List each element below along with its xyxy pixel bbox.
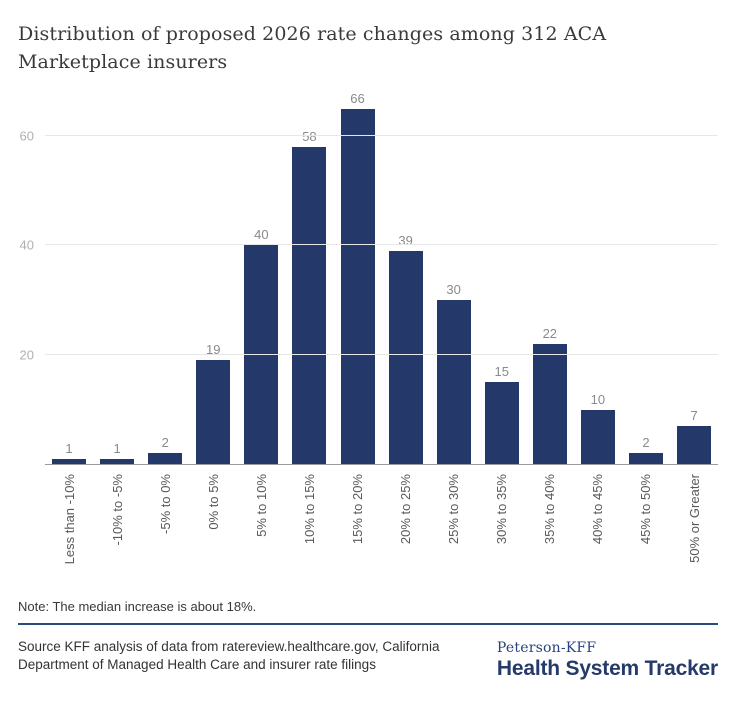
bar	[100, 458, 135, 465]
x-axis-tick-label: 45% to 50%	[638, 474, 654, 545]
bar	[388, 250, 423, 465]
bar-chart: 1 1 2 19 40 58 66 39 30 15 22 10 2 7 20 40 60 Less than…	[0, 92, 736, 587]
bar	[340, 109, 375, 465]
x-axis-tick-label: -10% to -5%	[109, 474, 125, 546]
x-tick: 15% to 20%	[333, 465, 381, 587]
x-axis-tick-label: Less than -10%	[61, 474, 77, 565]
brand-health-system-tracker: Health System Tracker	[496, 657, 718, 681]
x-tick: 5% to 10%	[237, 465, 285, 587]
bars-row: 1 1 2 19 40 58 66 39 30 15 22 10 2 7	[45, 91, 718, 465]
x-axis-tick-label: 35% to 40%	[542, 474, 558, 545]
bar-group: 7	[670, 92, 718, 465]
x-axis-tick-label: 40% to 45%	[590, 474, 606, 545]
bar	[52, 458, 87, 465]
bar-value-label: 66	[350, 91, 365, 107]
brand-peterson-kff: Peterson-KFF	[496, 640, 597, 657]
x-axis-tick-label: 25% to 30%	[446, 474, 462, 545]
bar-group: 2	[141, 92, 189, 465]
x-tick: 45% to 50%	[622, 465, 670, 587]
divider-line	[18, 623, 718, 626]
bar-value-label: 1	[113, 440, 121, 456]
y-axis-tick-label: 40	[19, 237, 34, 253]
x-tick: -10% to -5%	[93, 465, 141, 587]
brand-logo: Peterson-KFF Health System Tracker	[497, 638, 718, 681]
bar-value-label: 2	[161, 435, 169, 451]
x-axis-tick-label: 15% to 20%	[350, 474, 365, 545]
plot-area: 1 1 2 19 40 58 66 39 30 15 22 10 2 7 20 40 60	[20, 91, 718, 466]
x-tick: 30% to 35%	[478, 465, 526, 587]
x-tick: Less than -10%	[45, 465, 93, 587]
x-axis-tick-label: 0% to 5%	[205, 474, 221, 530]
bar-group: 1	[45, 92, 93, 465]
x-tick: 50% or Greater	[670, 465, 718, 587]
x-axis-tick-label: 20% to 25%	[398, 474, 414, 545]
y-axis-tick-label: 60	[19, 128, 34, 144]
chart-note: Note: The median increase is about 18%.	[18, 599, 257, 615]
x-tick: 35% to 40%	[526, 465, 574, 587]
bar-value-label: 15	[494, 364, 509, 380]
x-tick: 20% to 25%	[382, 465, 430, 587]
bar	[628, 453, 663, 465]
bar-group: 2	[622, 92, 670, 465]
x-tick: 25% to 30%	[430, 465, 478, 587]
x-tick: 10% to 15%	[285, 465, 333, 587]
bar-value-label: 40	[254, 227, 269, 243]
bar	[148, 453, 183, 465]
bar	[677, 425, 712, 465]
bar-value-label: 58	[302, 128, 317, 144]
bar-value-label: 2	[642, 435, 650, 451]
bar	[196, 360, 231, 465]
x-tick: -5% to 0%	[141, 465, 189, 587]
bar	[292, 146, 327, 465]
bar-group: 1	[93, 92, 141, 465]
bar-value-label: 10	[590, 391, 606, 407]
x-axis-tick-label: -5% to 0%	[157, 474, 173, 535]
chart-title: Distribution of proposed 2026 rate chang…	[18, 23, 607, 74]
bar	[244, 245, 279, 465]
bar	[532, 343, 567, 465]
x-axis: Less than -10% -10% to -5% -5% to 0% 0% to …	[45, 465, 718, 587]
y-axis-tick-label: 20	[19, 347, 34, 363]
x-tick: 40% to 45%	[574, 465, 622, 587]
bar	[436, 300, 471, 465]
footer: Source KFF analysis of data from raterev…	[18, 638, 718, 681]
x-axis-tick-label: 30% to 35%	[494, 474, 510, 545]
bar	[580, 409, 615, 465]
bar-group: 30	[430, 92, 478, 465]
bar-group: 10	[574, 92, 622, 465]
bar-value-label: 19	[206, 342, 221, 358]
bar-value-label: 22	[542, 325, 558, 341]
bar	[484, 382, 519, 465]
bar-value-label: 7	[690, 407, 698, 423]
bar-value-label: 30	[446, 282, 461, 298]
bar-group: 22	[526, 92, 574, 465]
x-axis-tick-label: 50% or Greater	[686, 474, 702, 564]
x-axis-tick-label: 5% to 10%	[253, 474, 269, 538]
bar-group: 15	[478, 92, 526, 465]
gridline	[45, 353, 718, 355]
x-tick: 0% to 5%	[189, 465, 237, 587]
bar-group: 39	[382, 92, 430, 465]
bar-group: 40	[237, 92, 285, 465]
source-text: Source KFF analysis of data from raterev…	[18, 639, 440, 673]
bar-value-label: 39	[398, 232, 413, 248]
bar-group: 19	[189, 92, 237, 465]
bar-group: 66	[333, 91, 381, 465]
gridline	[45, 244, 718, 246]
bar-value-label: 1	[65, 440, 73, 456]
gridline	[45, 134, 718, 136]
bar-group: 58	[285, 92, 333, 465]
x-axis-tick-label: 10% to 15%	[301, 474, 317, 545]
